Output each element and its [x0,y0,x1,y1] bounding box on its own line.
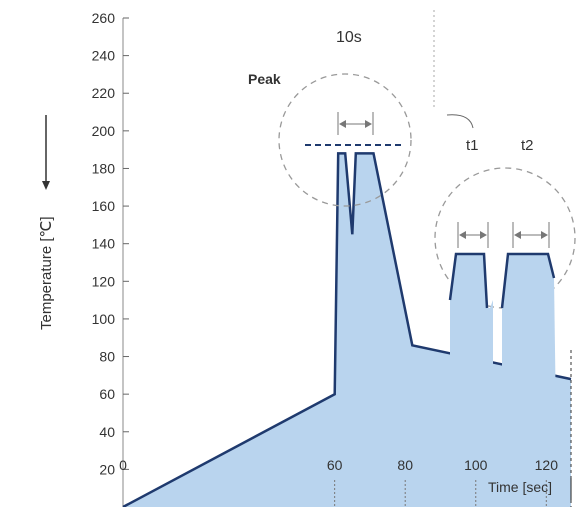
x-tick-label: 80 [397,457,413,473]
y-tick-label: 260 [92,10,116,26]
y-tick-label: 200 [92,123,116,139]
y-tick-label: 100 [92,311,116,327]
dwell-dimension-arrow [337,112,374,135]
x-tick-label: 0 [119,457,127,473]
profile-line [122,152,572,509]
inset-zoom-circle [434,167,576,309]
y-axis-title: Temperature [℃] [38,216,55,330]
x-tick-label: 60 [327,457,343,473]
peak-label: Peak [248,71,281,87]
t2-dimension-arrow [512,222,550,248]
leader-curve [446,114,474,129]
y-tick-label: 20 [99,461,115,477]
y-tick-label: 140 [92,236,116,252]
t1-label: t1 [466,137,479,154]
y-tick-label: 120 [92,273,116,289]
y-tick-label: 240 [92,48,116,64]
y-tick-label: 180 [92,160,116,176]
peak-zoom-circle [278,73,412,207]
y-tick-label: 220 [92,85,116,101]
y-axis-title-group: Temperature [℃] [38,115,55,330]
t2-label: t2 [521,137,534,154]
y-tick-label: 80 [99,349,115,365]
x-tick-label: 100 [464,457,488,473]
y-tick-label: 160 [92,198,116,214]
y-tick-label: 40 [99,424,115,440]
y-tick-label: 60 [99,386,115,402]
x-tick-label: 120 [535,457,559,473]
x-axis-title: Time [sec] [488,479,552,495]
inset-profile-shape [448,252,556,420]
dwell-time-label: 10s [336,29,362,46]
y-axis-arrow-icon [42,181,50,190]
t1-dimension-arrow [457,222,489,248]
